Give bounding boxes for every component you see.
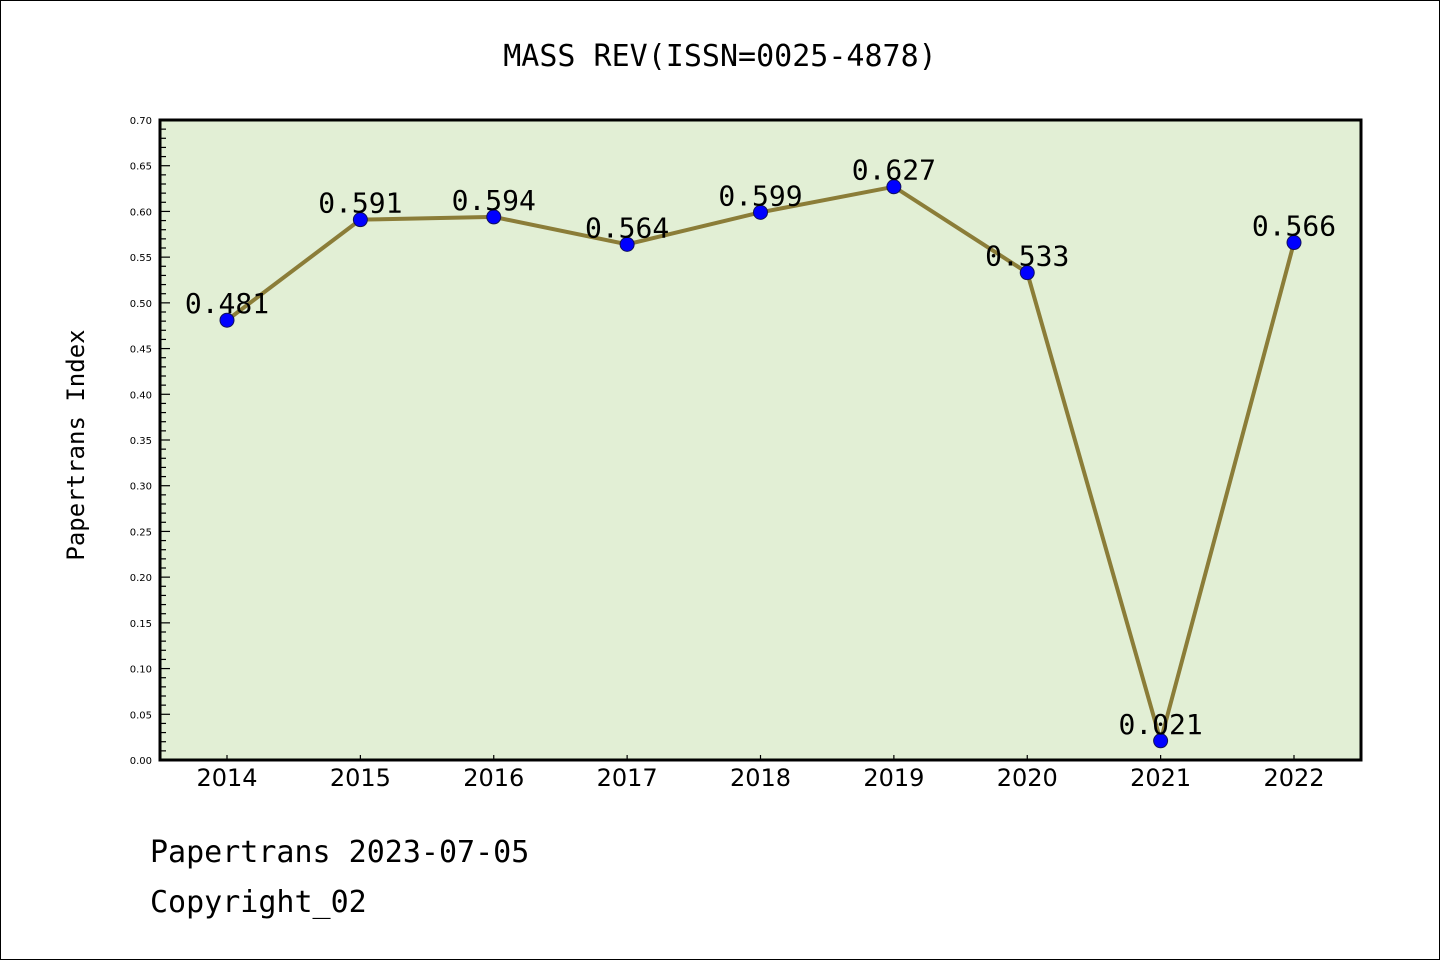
y-tick-label: 0.10 bbox=[130, 665, 152, 676]
y-tick-label: 0.70 bbox=[130, 116, 152, 127]
y-tick-label: 0.50 bbox=[130, 299, 152, 310]
x-tick-label: 2022 bbox=[1263, 764, 1324, 792]
chart-title: MASS REV(ISSN=0025-4878) bbox=[503, 39, 936, 74]
data-point bbox=[619, 236, 635, 252]
data-label: 0.021 bbox=[1118, 708, 1202, 741]
data-point bbox=[1019, 265, 1035, 281]
footer-date: Papertrans 2023-07-05 bbox=[150, 835, 530, 870]
data-point bbox=[1286, 235, 1302, 251]
y-tick-label: 0.55 bbox=[130, 253, 152, 264]
data-label: 0.481 bbox=[185, 287, 269, 320]
y-tick-label: 0.25 bbox=[130, 527, 152, 538]
footer-copyright: Copyright_02 bbox=[150, 885, 367, 920]
x-tick-label: 2021 bbox=[1130, 764, 1191, 792]
data-label: 0.564 bbox=[585, 211, 669, 244]
data-label: 0.627 bbox=[852, 154, 936, 187]
x-tick-label: 2016 bbox=[463, 764, 524, 792]
y-tick-label: 0.20 bbox=[130, 573, 152, 584]
data-point bbox=[352, 212, 368, 228]
y-tick-label: 0.65 bbox=[130, 162, 152, 173]
y-tick-label: 0.15 bbox=[130, 619, 152, 630]
data-label: 0.566 bbox=[1252, 210, 1336, 243]
y-tick-label: 0.35 bbox=[130, 436, 152, 447]
data-point bbox=[486, 209, 502, 225]
x-tick-label: 2020 bbox=[997, 764, 1058, 792]
y-axis-label: Papertrans Index bbox=[62, 329, 90, 560]
y-tick-label: 0.00 bbox=[130, 756, 152, 767]
x-tick-label: 2019 bbox=[863, 764, 924, 792]
x-tick-label: 2014 bbox=[196, 764, 257, 792]
x-tick-label: 2018 bbox=[730, 764, 791, 792]
y-tick-label: 0.40 bbox=[130, 390, 152, 401]
data-point bbox=[1153, 733, 1169, 749]
data-label: 0.533 bbox=[985, 240, 1069, 273]
data-label: 0.591 bbox=[318, 187, 402, 220]
y-tick-label: 0.60 bbox=[130, 207, 152, 218]
x-tick-label: 2017 bbox=[597, 764, 658, 792]
plot-border bbox=[158, 118, 1363, 762]
y-tick-label: 0.30 bbox=[130, 482, 152, 493]
data-label: 0.594 bbox=[452, 184, 536, 217]
data-label: 0.599 bbox=[718, 179, 802, 212]
x-tick-label: 2015 bbox=[330, 764, 391, 792]
data-point bbox=[886, 179, 902, 195]
y-tick-label: 0.45 bbox=[130, 345, 152, 356]
data-point bbox=[753, 204, 768, 220]
data-point bbox=[219, 312, 235, 328]
y-tick-label: 0.05 bbox=[130, 710, 152, 721]
